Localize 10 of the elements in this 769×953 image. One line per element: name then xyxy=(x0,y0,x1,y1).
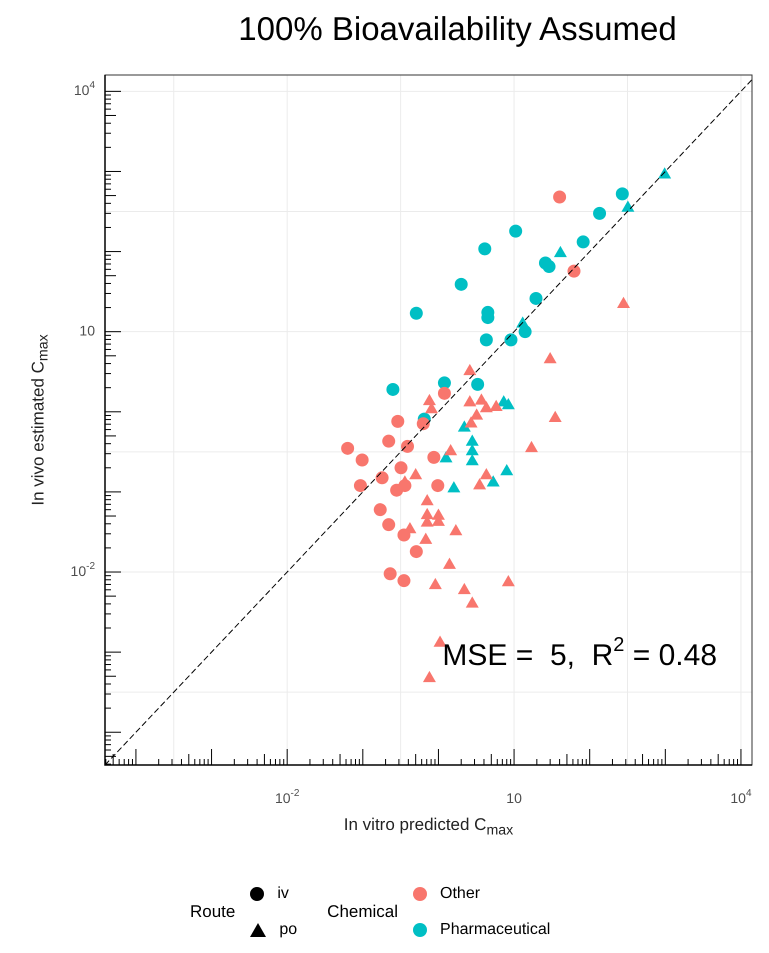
legend-label: Other xyxy=(440,885,480,903)
chart-title: 100% Bioavailability Assumed xyxy=(237,10,678,48)
text: iv xyxy=(277,885,289,903)
x-tick-label: 10 xyxy=(506,790,522,806)
text: po xyxy=(279,921,298,939)
legend-label: Pharmaceutical xyxy=(440,921,550,939)
legend-title: Chemical xyxy=(327,902,398,922)
text: Route xyxy=(190,902,236,922)
y-tick-label: 10 xyxy=(79,322,96,339)
x-axis-title: In vitro predicted C$_{max}$ xyxy=(342,815,514,838)
